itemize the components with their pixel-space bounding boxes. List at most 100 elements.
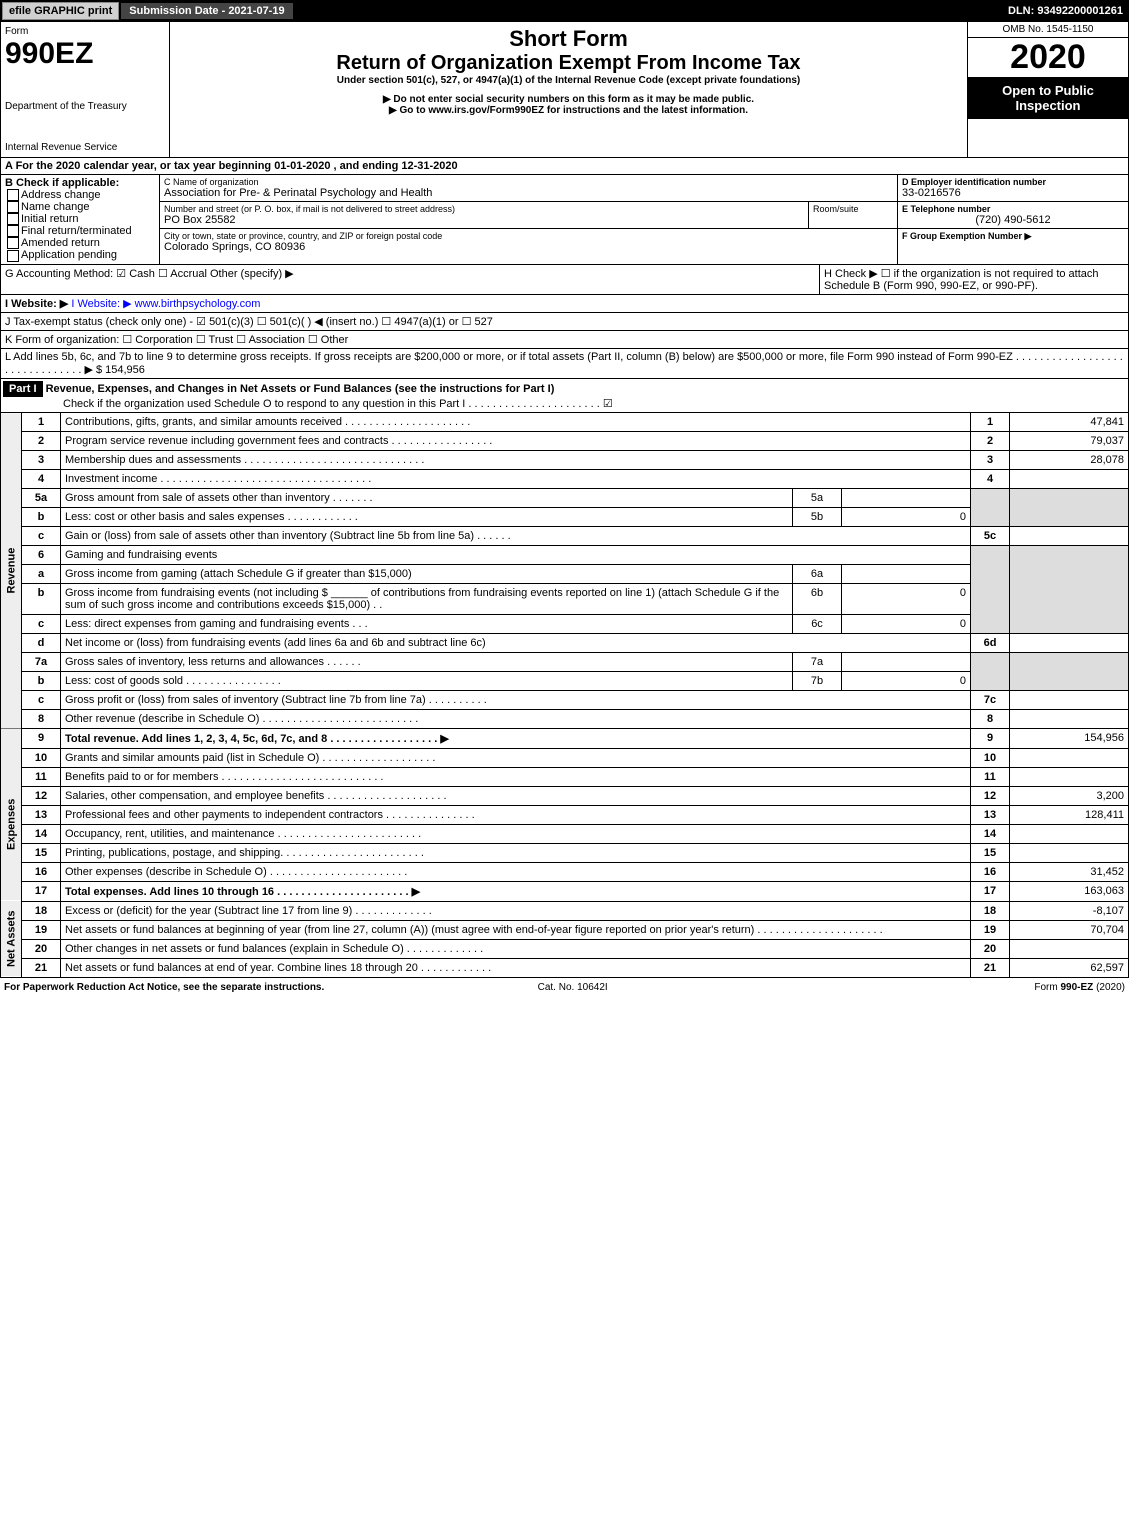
line-19-text: Net assets or fund balances at beginning…: [61, 920, 971, 939]
line-6b-text: Gross income from fundraising events (no…: [61, 583, 793, 614]
line-4-val: [1010, 469, 1129, 488]
line-3-text: Membership dues and assessments . . . . …: [61, 450, 971, 469]
line-21-text: Net assets or fund balances at end of ye…: [61, 958, 971, 977]
line-17-ref: 17: [971, 881, 1010, 901]
line-17-text: Total expenses. Add lines 10 through 16 …: [61, 881, 971, 901]
line-4-text: Investment income . . . . . . . . . . . …: [61, 469, 971, 488]
l-gross-receipts: L Add lines 5b, 6c, and 7b to line 9 to …: [0, 349, 1129, 379]
b-amended-return[interactable]: Amended return: [5, 237, 155, 249]
line-6a-ref: 6a: [793, 564, 842, 583]
line-5c-val: [1010, 526, 1129, 545]
line-21-ref: 21: [971, 958, 1010, 977]
line-6c-val: 0: [842, 614, 971, 633]
line-20-val: [1010, 939, 1129, 958]
line-18-ref: 18: [971, 901, 1010, 920]
line-20-ref: 20: [971, 939, 1010, 958]
line-1-ref: 1: [971, 413, 1010, 432]
line-9-val: 154,956: [1010, 728, 1129, 748]
line-8-val: [1010, 709, 1129, 728]
line-5a-ref: 5a: [793, 488, 842, 507]
line-15-val: [1010, 843, 1129, 862]
line-16-ref: 16: [971, 862, 1010, 881]
short-form-title: Short Form: [174, 26, 963, 52]
line-7a-val: [842, 652, 971, 671]
ssn-warning: ▶ Do not enter social security numbers o…: [174, 94, 963, 105]
line-20-text: Other changes in net assets or fund bala…: [61, 939, 971, 958]
line-12-val: 3,200: [1010, 786, 1129, 805]
line-10-val: [1010, 748, 1129, 767]
j-tax-exempt[interactable]: J Tax-exempt status (check only one) - ☑…: [0, 313, 1129, 331]
cat-no: Cat. No. 10642I: [538, 982, 608, 993]
line-12-ref: 12: [971, 786, 1010, 805]
line-1-val: 47,841: [1010, 413, 1129, 432]
line-2-val: 79,037: [1010, 431, 1129, 450]
f-label: F Group Exemption Number ▶: [902, 231, 1124, 242]
line-5c-text: Gain or (loss) from sale of assets other…: [61, 526, 971, 545]
expenses-sidelabel: Expenses: [1, 748, 22, 901]
line-5b-ref: 5b: [793, 507, 842, 526]
line-8-ref: 8: [971, 709, 1010, 728]
line-6-text: Gaming and fundraising events: [61, 545, 971, 564]
line-5a-val: [842, 488, 971, 507]
street-address: PO Box 25582: [164, 214, 804, 226]
city-label: City or town, state or province, country…: [164, 231, 893, 241]
footer: For Paperwork Reduction Act Notice, see …: [0, 978, 1129, 997]
line-6d-text: Net income or (loss) from fundraising ev…: [61, 633, 971, 652]
line-7c-ref: 7c: [971, 690, 1010, 709]
line-18-text: Excess or (deficit) for the year (Subtra…: [61, 901, 971, 920]
line-6a-text: Gross income from gaming (attach Schedul…: [61, 564, 793, 583]
irs-label: Internal Revenue Service: [5, 142, 165, 153]
line-21-val: 62,597: [1010, 958, 1129, 977]
line-5a-text: Gross amount from sale of assets other t…: [61, 488, 793, 507]
line-5b-text: Less: cost or other basis and sales expe…: [61, 507, 793, 526]
line-12-text: Salaries, other compensation, and employ…: [61, 786, 971, 805]
b-final-return[interactable]: Final return/terminated: [5, 225, 155, 237]
line-2-ref: 2: [971, 431, 1010, 450]
line-9-text: Total revenue. Add lines 1, 2, 3, 4, 5c,…: [61, 728, 971, 748]
line-7c-text: Gross profit or (loss) from sales of inv…: [61, 690, 971, 709]
b-application-pending[interactable]: Application pending: [5, 249, 155, 261]
line-10-text: Grants and similar amounts paid (list in…: [61, 748, 971, 767]
line-11-text: Benefits paid to or for members . . . . …: [61, 767, 971, 786]
b-initial-return[interactable]: Initial return: [5, 213, 155, 225]
org-name: Association for Pre- & Perinatal Psychol…: [164, 187, 893, 199]
k-form-org[interactable]: K Form of organization: ☐ Corporation ☐ …: [0, 331, 1129, 349]
line-6a-val: [842, 564, 971, 583]
part1-title: Revenue, Expenses, and Changes in Net As…: [46, 383, 555, 395]
line-9-ref: 9: [971, 728, 1010, 748]
line-7b-ref: 7b: [793, 671, 842, 690]
line-13-ref: 13: [971, 805, 1010, 824]
i-website[interactable]: I Website: ▶ I Website: ▶ www.birthpsych…: [0, 295, 1129, 313]
line-5b-val: 0: [842, 507, 971, 526]
line-7c-val: [1010, 690, 1129, 709]
part1-header: Part I Revenue, Expenses, and Changes in…: [0, 379, 1129, 413]
line-11-val: [1010, 767, 1129, 786]
efile-button[interactable]: efile GRAPHIC print: [2, 2, 119, 20]
e-label: E Telephone number: [902, 204, 1124, 214]
line-2-text: Program service revenue including govern…: [61, 431, 971, 450]
financial-table: Revenue 1 Contributions, gifts, grants, …: [0, 413, 1129, 978]
b-name-change[interactable]: Name change: [5, 201, 155, 213]
dln: DLN: 93492200001261: [1008, 5, 1129, 17]
line-17-val: 163,063: [1010, 881, 1129, 901]
line-1-num: 1: [22, 413, 61, 432]
dept-treasury: Department of the Treasury: [5, 101, 165, 112]
b-address-change[interactable]: Address change: [5, 189, 155, 201]
line-19-ref: 19: [971, 920, 1010, 939]
part1-check[interactable]: Check if the organization used Schedule …: [3, 398, 613, 410]
line-15-ref: 15: [971, 843, 1010, 862]
goto-link[interactable]: ▶ Go to www.irs.gov/Form990EZ for instru…: [174, 105, 963, 116]
part1-label: Part I: [3, 381, 43, 397]
line-7b-val: 0: [842, 671, 971, 690]
form-ref: Form 990-EZ (2020): [1034, 982, 1125, 993]
line-7b-text: Less: cost of goods sold . . . . . . . .…: [61, 671, 793, 690]
line-6b-val: 0: [842, 583, 971, 614]
ein: 33-0216576: [902, 187, 1124, 199]
g-accounting-method[interactable]: G Accounting Method: ☑ Cash ☐ Accrual Ot…: [1, 265, 820, 294]
b-title: B Check if applicable:: [5, 177, 155, 189]
line-1-text: Contributions, gifts, grants, and simila…: [61, 413, 971, 432]
line-14-ref: 14: [971, 824, 1010, 843]
h-schedule-b[interactable]: H Check ▶ ☐ if the organization is not r…: [820, 265, 1128, 294]
section-b-to-f: B Check if applicable: Address change Na…: [0, 175, 1129, 265]
line-16-text: Other expenses (describe in Schedule O) …: [61, 862, 971, 881]
